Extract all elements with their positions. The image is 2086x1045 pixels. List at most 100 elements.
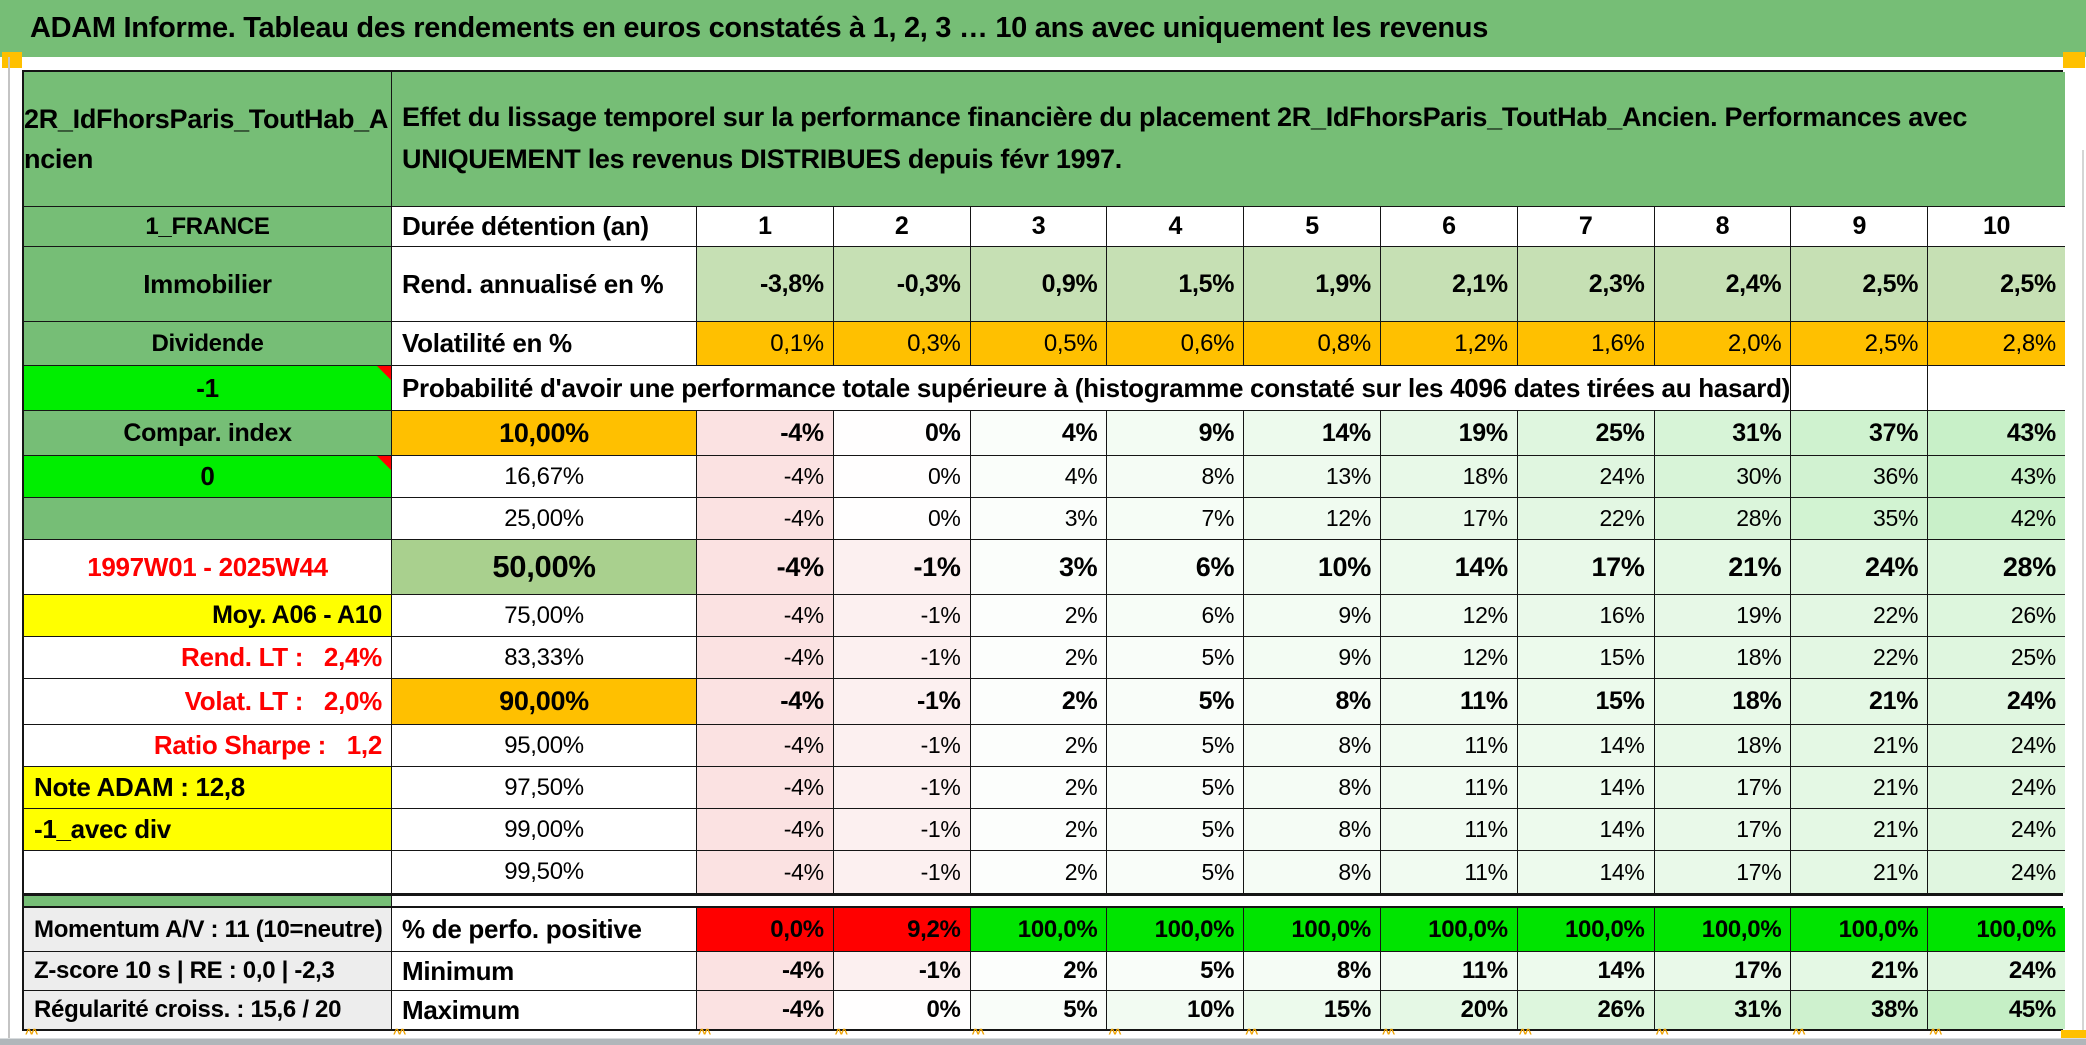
stat-label-cell[interactable]: Maximum — [392, 991, 697, 1029]
probability-value-cell[interactable]: -4% — [697, 851, 834, 893]
probability-value-cell[interactable]: 24% — [1928, 809, 2065, 851]
probability-value-cell[interactable]: 24% — [1928, 767, 2065, 809]
probability-value-cell[interactable]: 14% — [1517, 767, 1655, 809]
probability-value-cell[interactable]: -1% — [833, 637, 971, 679]
stat-value-cell[interactable]: 15% — [1244, 991, 1381, 1029]
volatility-value-cell[interactable]: 2,0% — [1654, 322, 1792, 366]
return-value-cell[interactable]: 2,4% — [1654, 247, 1792, 322]
probability-value-cell[interactable]: -1% — [833, 595, 971, 637]
probability-value-cell[interactable]: -4% — [697, 767, 834, 809]
probability-value-cell[interactable]: -4% — [697, 498, 834, 540]
stat-value-cell[interactable]: 100,0% — [1791, 908, 1929, 952]
probability-value-cell[interactable]: 17% — [1654, 851, 1792, 893]
probability-value-cell[interactable]: -1% — [833, 725, 971, 767]
probability-value-cell[interactable]: 15% — [1517, 679, 1655, 725]
probability-value-cell[interactable]: 17% — [1380, 498, 1518, 540]
stat-left-label-cell[interactable]: Régularité croiss. : 15,6 / 20 — [24, 991, 392, 1029]
probability-value-cell[interactable]: 21% — [1791, 679, 1929, 725]
probability-value-cell[interactable]: 8% — [1244, 809, 1381, 851]
return-value-cell[interactable]: 0,9% — [970, 247, 1108, 322]
probability-value-cell[interactable]: 14% — [1517, 851, 1655, 893]
probability-value-cell[interactable]: 21% — [1791, 809, 1929, 851]
probability-value-cell[interactable]: 14% — [1244, 411, 1381, 456]
threshold-cell[interactable]: 90,00% — [392, 679, 697, 725]
left-label-cell[interactable]: -1 — [24, 366, 392, 411]
stat-value-cell[interactable]: 14% — [1517, 952, 1655, 991]
probability-value-cell[interactable]: 21% — [1791, 851, 1929, 893]
threshold-cell[interactable]: 83,33% — [392, 637, 697, 679]
probability-value-cell[interactable]: 24% — [1791, 540, 1929, 595]
stat-value-cell[interactable]: -1% — [833, 952, 971, 991]
return-value-cell[interactable]: 1,5% — [1107, 247, 1245, 322]
threshold-cell[interactable]: 99,00% — [392, 809, 697, 851]
volatility-value-cell[interactable]: 0,8% — [1244, 322, 1381, 366]
probability-value-cell[interactable]: 0% — [833, 456, 971, 498]
volatility-value-cell[interactable]: 0,5% — [970, 322, 1108, 366]
probability-value-cell[interactable]: -1% — [833, 851, 971, 893]
probability-value-cell[interactable]: 5% — [1107, 809, 1245, 851]
duration-label-cell[interactable]: Durée détention (an) — [392, 207, 697, 247]
empty-cell[interactable] — [1791, 366, 1929, 411]
probability-value-cell[interactable]: 14% — [1517, 725, 1655, 767]
stat-left-label-cell[interactable]: Momentum A/V : 11 (10=neutre) — [24, 908, 392, 952]
duration-value-cell[interactable]: 9 — [1791, 207, 1929, 247]
probability-value-cell[interactable]: 2% — [970, 595, 1108, 637]
probability-value-cell[interactable]: 12% — [1380, 637, 1518, 679]
return-label-cell[interactable]: Rend. annualisé en % — [392, 247, 697, 322]
stat-value-cell[interactable]: 45% — [1928, 991, 2065, 1029]
duration-value-cell[interactable]: 5 — [1244, 207, 1381, 247]
stat-left-label-cell[interactable]: Z-score 10 s | RE : 0,0 | -2,3 — [24, 952, 392, 991]
probability-value-cell[interactable]: 18% — [1654, 725, 1792, 767]
probability-value-cell[interactable]: 24% — [1517, 456, 1655, 498]
probability-value-cell[interactable]: 3% — [970, 498, 1108, 540]
duration-value-cell[interactable]: 1 — [697, 207, 834, 247]
probability-value-cell[interactable]: 9% — [1244, 637, 1381, 679]
stat-value-cell[interactable]: 0% — [833, 991, 971, 1029]
probability-value-cell[interactable]: 22% — [1517, 498, 1655, 540]
probability-value-cell[interactable]: 6% — [1107, 595, 1245, 637]
left-label-cell[interactable]: Note ADAM : 12,8 — [24, 767, 392, 809]
left-label-cell[interactable]: Volat. LT : 2,0% — [24, 679, 392, 725]
threshold-cell[interactable]: 16,67% — [392, 456, 697, 498]
probability-value-cell[interactable]: 11% — [1380, 851, 1518, 893]
probability-value-cell[interactable]: 18% — [1654, 679, 1792, 725]
probability-value-cell[interactable]: 35% — [1791, 498, 1929, 540]
probability-value-cell[interactable]: -1% — [833, 809, 971, 851]
probability-value-cell[interactable]: 2% — [970, 637, 1108, 679]
description-cell[interactable]: Effet du lissage temporel sur la perform… — [392, 72, 2065, 207]
stat-label-cell[interactable]: % de perfo. positive — [392, 908, 697, 952]
probability-value-cell[interactable]: 2% — [970, 725, 1108, 767]
stat-value-cell[interactable]: 17% — [1654, 952, 1792, 991]
probability-value-cell[interactable]: 13% — [1244, 456, 1381, 498]
probability-value-cell[interactable]: 8% — [1244, 851, 1381, 893]
return-value-cell[interactable]: -3,8% — [697, 247, 834, 322]
stat-value-cell[interactable]: 5% — [970, 991, 1108, 1029]
stat-value-cell[interactable]: 100,0% — [1654, 908, 1792, 952]
threshold-cell[interactable]: 99,50% — [392, 851, 697, 893]
probability-value-cell[interactable]: 25% — [1928, 637, 2065, 679]
stat-value-cell[interactable]: 11% — [1380, 952, 1518, 991]
probability-value-cell[interactable]: 2% — [970, 809, 1108, 851]
stat-value-cell[interactable]: 100,0% — [1380, 908, 1518, 952]
volatility-value-cell[interactable]: 1,6% — [1517, 322, 1655, 366]
empty-cell[interactable] — [1928, 366, 2065, 411]
probability-value-cell[interactable]: -4% — [697, 411, 834, 456]
probability-value-cell[interactable]: 21% — [1791, 725, 1929, 767]
volatility-value-cell[interactable]: 1,2% — [1380, 322, 1518, 366]
left-label-cell[interactable]: 0 — [24, 456, 392, 498]
stat-value-cell[interactable]: 26% — [1517, 991, 1655, 1029]
left-label-cell[interactable]: Compar. index — [24, 411, 392, 456]
probability-value-cell[interactable]: 37% — [1791, 411, 1929, 456]
left-label-cell[interactable]: Immobilier — [24, 247, 392, 322]
probability-value-cell[interactable]: -4% — [697, 725, 834, 767]
volatility-value-cell[interactable]: 2,8% — [1928, 322, 2065, 366]
probability-value-cell[interactable]: 17% — [1517, 540, 1655, 595]
probability-value-cell[interactable]: -4% — [697, 637, 834, 679]
probability-value-cell[interactable]: 43% — [1928, 411, 2065, 456]
duration-value-cell[interactable]: 7 — [1517, 207, 1655, 247]
stat-label-cell[interactable]: Minimum — [392, 952, 697, 991]
probability-value-cell[interactable]: 2% — [970, 767, 1108, 809]
probability-header-cell[interactable]: Probabilité d'avoir une performance tota… — [392, 366, 1792, 411]
probability-value-cell[interactable]: 8% — [1244, 679, 1381, 725]
probability-value-cell[interactable]: 11% — [1380, 725, 1518, 767]
